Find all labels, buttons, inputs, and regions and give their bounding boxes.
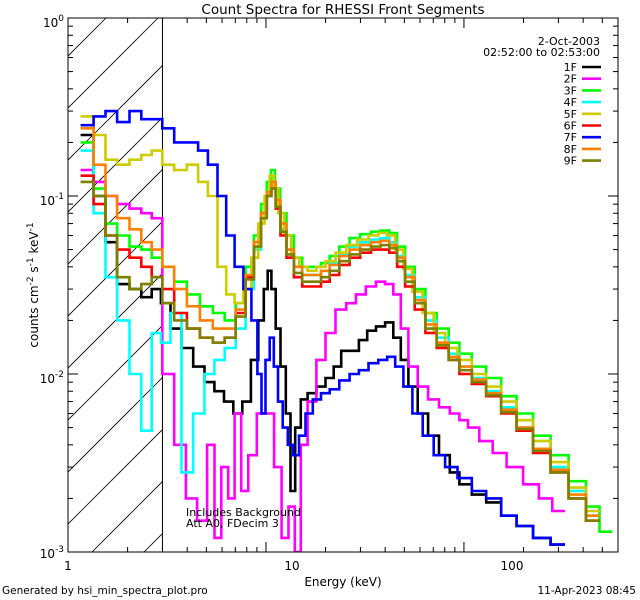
hatch-line (91, 480, 163, 552)
legend-label: 4F (564, 96, 577, 109)
hatch-line (612, 18, 640, 552)
y-axis-ticks (68, 17, 618, 553)
legend-label: 3F (564, 84, 577, 97)
hatch-line (248, 18, 640, 552)
annotation-background: Includes Background (186, 506, 301, 519)
x-tick-label: 100 (501, 559, 524, 573)
hatch-line (68, 18, 107, 57)
hatch-line (68, 220, 163, 317)
x-axis-ticks (67, 18, 619, 552)
hatch-line (68, 116, 163, 213)
observation-time-range: 02:52:00 to 02:53:00 (483, 46, 600, 59)
hatch-line (456, 18, 640, 552)
legend-label: 1F (564, 61, 577, 74)
legend-label: 9F (564, 155, 577, 168)
series-line-7f (80, 109, 565, 546)
legend-label: 8F (564, 143, 577, 156)
plot-frame (67, 17, 619, 553)
series-line-8f (80, 127, 600, 517)
x-tick-label: 10 (284, 559, 299, 573)
hatch-line (352, 18, 640, 552)
y-tick-label: 10-3 (40, 545, 64, 561)
hatch-line (68, 428, 163, 525)
series-line-4f (80, 149, 600, 517)
series-line-1f (80, 133, 565, 546)
y-tick-label: 10-2 (40, 370, 64, 386)
series-line-2f (80, 168, 565, 552)
annotation-attenuator: Att A0, FDecim 3 (186, 517, 279, 530)
legend-label: 6F (564, 120, 577, 133)
hatch-line (68, 376, 163, 473)
hatch-line (300, 18, 640, 552)
chart-title: Count Spectra for RHESSI Front Segments (201, 2, 484, 18)
x-axis-label: Energy (keV) (304, 575, 381, 589)
y-tick-label: 10-1 (40, 192, 64, 208)
legend-label: 7F (564, 131, 577, 144)
y-tick-label: 100 (43, 14, 64, 30)
series-line-9f (80, 180, 600, 522)
observation-date: 2-Oct-2003 (538, 35, 600, 48)
hatch-line (68, 64, 163, 161)
y-axis-label: counts cm-2 s-1 keV-1 (26, 222, 41, 347)
hatch-line (0, 18, 2, 552)
hatch-line (68, 18, 159, 109)
x-tick-label: 1 (64, 559, 72, 573)
series-lines (80, 109, 613, 552)
series-line-5f (80, 115, 600, 513)
footer-timestamp: 11-Apr-2023 08:45 (537, 585, 636, 597)
legend-label: 5F (564, 108, 577, 121)
legend-label: 2F (564, 73, 577, 86)
generated-by-text: Generated by hsi_min_spectra_plot.pro (2, 585, 208, 597)
hatch-line (68, 272, 163, 369)
